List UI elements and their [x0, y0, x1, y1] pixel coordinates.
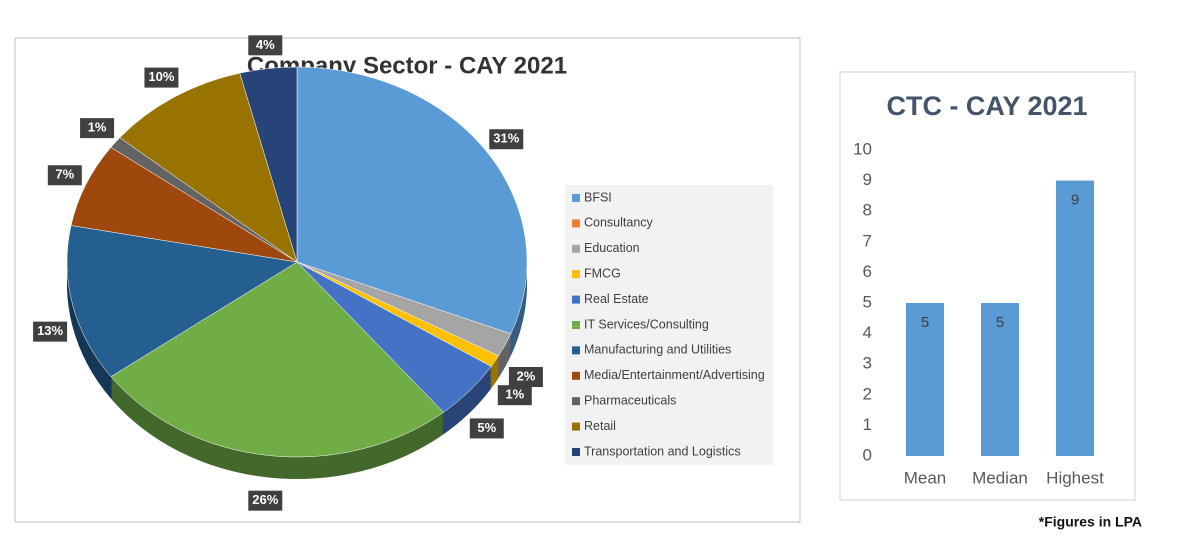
data-label: 2% — [517, 368, 536, 383]
data-label: 9 — [1071, 192, 1079, 209]
y-tick-label: 0 — [863, 445, 872, 464]
data-label-box — [469, 418, 504, 439]
legend-swatch — [572, 194, 580, 202]
data-label: 10% — [148, 69, 174, 84]
legend-label: Consultancy — [584, 216, 654, 230]
data-label: 31% — [493, 131, 519, 146]
data-label: 26% — [252, 492, 278, 507]
y-tick-label: 8 — [863, 201, 872, 220]
y-tick-label: 9 — [863, 170, 872, 189]
bar — [981, 303, 1019, 456]
legend-swatch — [572, 371, 580, 380]
legend-label: Manufacturing and Utilities — [584, 343, 731, 357]
legend-label: Transportation and Logistics — [584, 444, 741, 458]
legend-label: Education — [584, 241, 640, 255]
bar-title: CTC - CAY 2021 — [886, 91, 1087, 121]
data-label-box — [508, 366, 543, 387]
legend-label: Retail — [584, 419, 616, 433]
data-label-box — [497, 385, 532, 406]
y-tick-label: 3 — [863, 354, 872, 373]
legend-swatch — [572, 219, 580, 228]
legend-swatch — [572, 397, 580, 406]
data-label: 5% — [477, 420, 496, 435]
pie-slice — [239, 66, 298, 263]
y-tick-label: 4 — [863, 323, 872, 342]
data-label-box — [248, 35, 283, 56]
data-label: 4% — [256, 37, 275, 52]
pie-slice — [70, 147, 298, 263]
legend-swatch — [572, 346, 580, 355]
bar — [906, 303, 944, 456]
data-label-box — [248, 490, 283, 511]
legend-swatch — [572, 270, 580, 279]
data-label: 1% — [505, 387, 524, 402]
pie-slice — [66, 225, 298, 377]
pie-slice — [119, 72, 298, 263]
x-tick-label: Mean — [904, 468, 947, 487]
y-tick-label: 10 — [853, 139, 872, 158]
footnote: *Figures in LPA — [1039, 514, 1142, 530]
data-label: 13% — [37, 323, 63, 338]
data-label: 5 — [996, 314, 1004, 331]
x-tick-label: Highest — [1046, 468, 1104, 487]
y-tick-label: 6 — [863, 262, 872, 281]
y-tick-label: 1 — [863, 415, 872, 434]
data-label: 7% — [55, 167, 74, 182]
pie-slice — [296, 66, 528, 335]
legend-label: IT Services/Consulting — [584, 317, 709, 331]
legend-swatch — [572, 448, 580, 456]
legend-label: BFSI — [584, 190, 612, 204]
data-label-box — [33, 321, 68, 342]
y-tick-label: 5 — [863, 292, 872, 311]
legend-swatch — [572, 295, 580, 304]
bar — [1056, 180, 1094, 456]
data-label-box — [144, 67, 179, 88]
data-label: 5 — [921, 314, 929, 331]
data-label-box — [47, 165, 82, 186]
y-tick-label: 2 — [863, 384, 872, 403]
data-label: 1% — [88, 120, 107, 135]
y-tick-label: 7 — [863, 231, 872, 250]
legend-label: Pharmaceuticals — [584, 393, 676, 407]
legend-label: Media/Entertainment/Advertising — [584, 368, 765, 382]
legend-box — [565, 185, 773, 465]
data-label-box — [489, 129, 524, 150]
legend-swatch — [572, 422, 580, 431]
legend-label: FMCG — [584, 266, 621, 280]
data-label-box — [80, 118, 115, 139]
legend-swatch — [572, 321, 580, 329]
x-tick-label: Median — [972, 468, 1028, 487]
pie-slice — [110, 261, 444, 458]
legend-label: Real Estate — [584, 292, 649, 306]
legend-swatch — [572, 244, 580, 253]
